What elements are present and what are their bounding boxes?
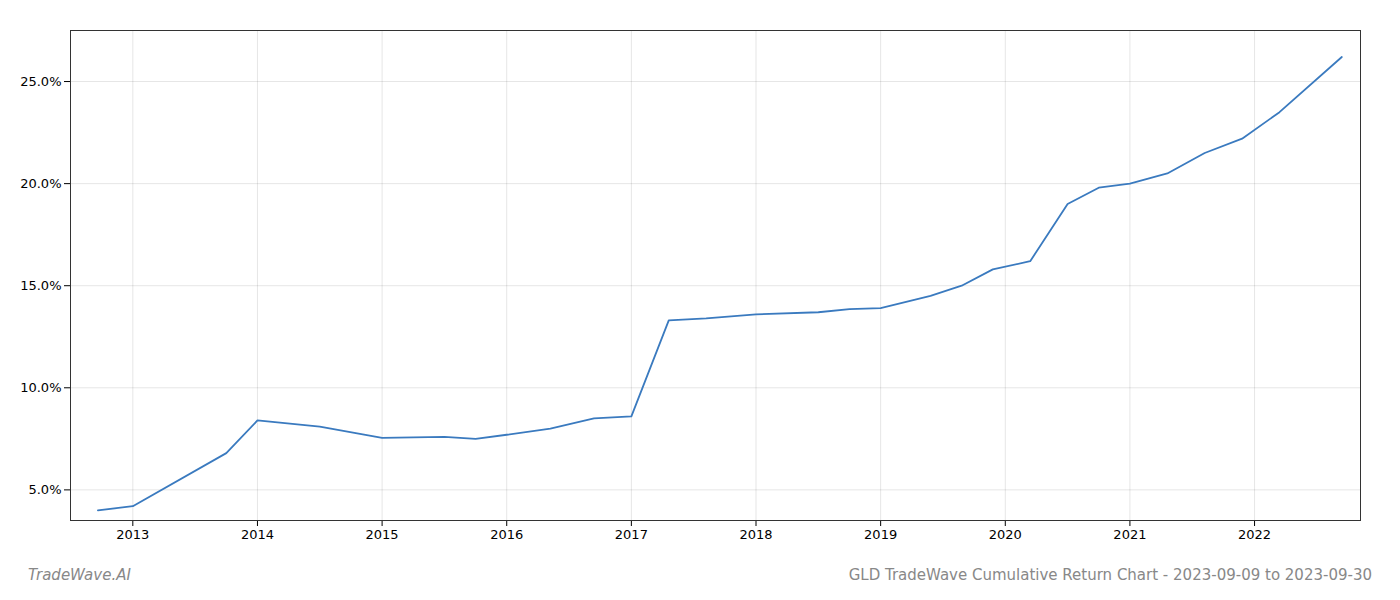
svg-text:15.0%: 15.0% — [20, 278, 61, 293]
svg-text:10.0%: 10.0% — [20, 380, 61, 395]
svg-text:2017: 2017 — [615, 527, 648, 542]
html-text:GLD TradeWave Cumulative Retur: GLD TradeWave Cumulative Return Chart - … — [848, 566, 1372, 584]
svg-text:20.0%: 20.0% — [20, 176, 61, 191]
svg-text:2015: 2015 — [366, 527, 399, 542]
svg-text:2014: 2014 — [241, 527, 274, 542]
svg-text:2018: 2018 — [739, 527, 772, 542]
svg-text:2022: 2022 — [1238, 527, 1271, 542]
svg-text:5.0%: 5.0% — [28, 482, 61, 497]
html-text:TradeWave.AI: TradeWave.AI — [28, 566, 131, 584]
svg-text:2021: 2021 — [1113, 527, 1146, 542]
svg-text:2013: 2013 — [116, 527, 149, 542]
svg-text:2019: 2019 — [864, 527, 897, 542]
svg-text:2020: 2020 — [989, 527, 1022, 542]
svg-text:25.0%: 25.0% — [20, 74, 61, 89]
svg-text:2016: 2016 — [490, 527, 523, 542]
